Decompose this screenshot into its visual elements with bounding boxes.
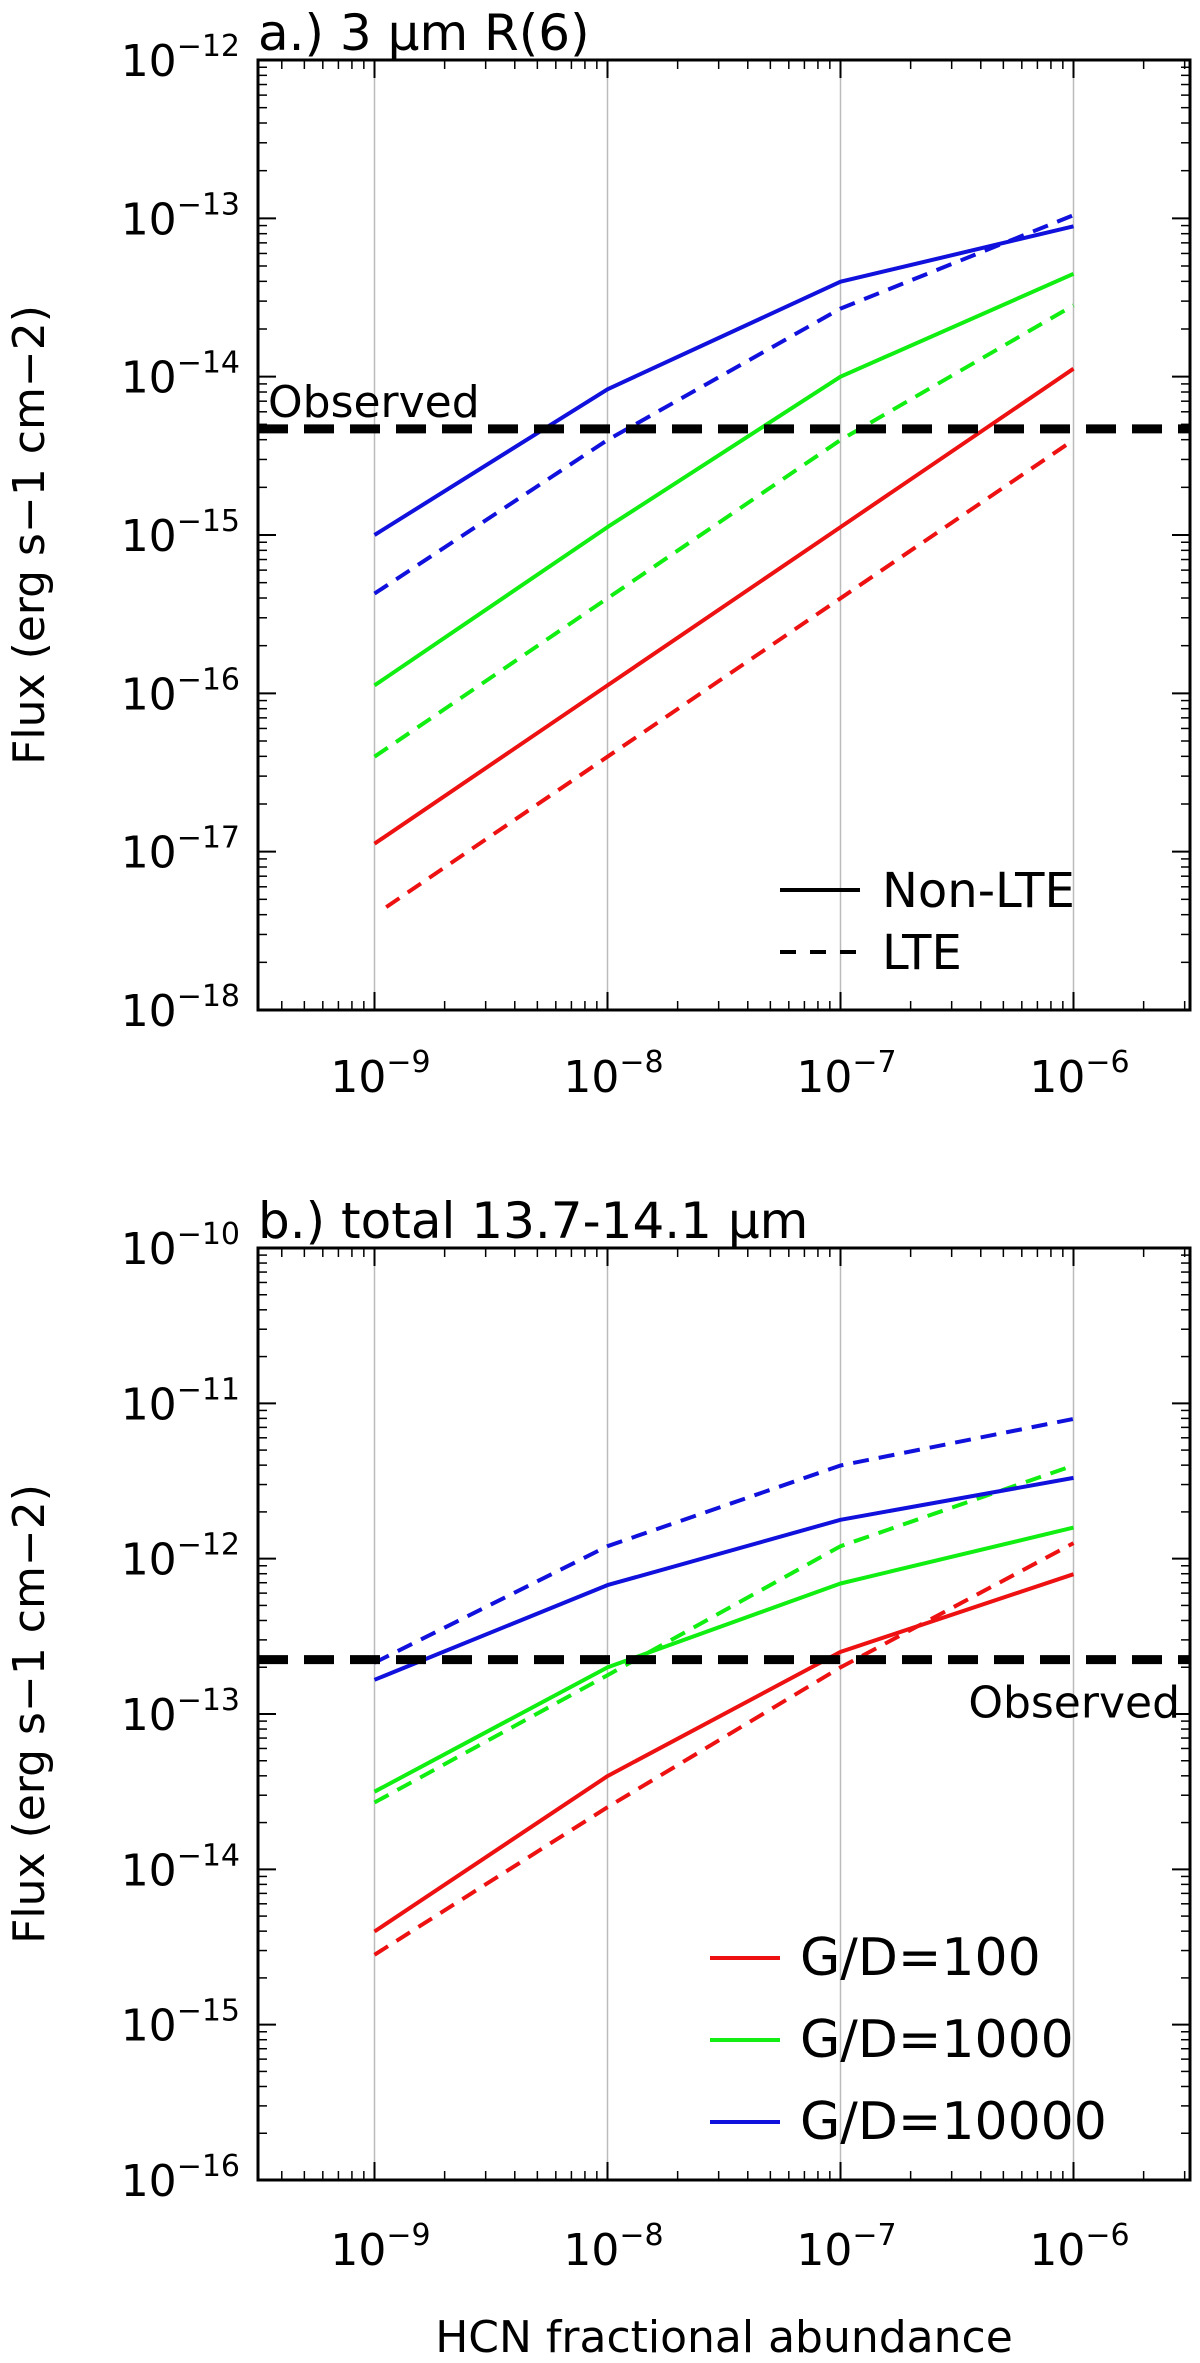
legend-label: G/D=100 [800,1928,1041,1988]
y-tick-label-base: 10 [121,1379,177,1430]
y-tick-label-base: 10 [121,511,177,562]
y-tick-label: 10−10 [121,1217,240,1275]
y-tick-label: 10−13 [121,1683,240,1741]
legend-label: G/D=1000 [800,2010,1074,2070]
y-tick-label: 10−13 [121,187,240,245]
y-tick-label-base: 10 [121,1224,177,1275]
series-line-g-d-1000-lte [373,303,1075,759]
series-line-g-d-100-non-lte [373,1572,1075,1934]
y-tick-label-exponent: −13 [177,187,240,222]
y-tick-label-base: 10 [121,669,177,720]
y-tick-label: 10−16 [121,662,240,720]
x-tick-label-base: 10 [1029,2225,1085,2276]
y-tick-label-exponent: −15 [177,1994,240,2029]
y-tick-label-base: 10 [121,36,177,87]
x-tick-label-base: 10 [563,2225,619,2276]
x-tick-label-exponent: −8 [619,1045,663,1080]
y-tick-label-exponent: −10 [177,1217,240,1252]
series-line-g-d-1000-non-lte [373,271,1075,688]
legend-label: G/D=10000 [800,2092,1107,2152]
x-tick-label: 10−8 [563,1045,663,1103]
series-line-g-d-10000-lte [373,213,1075,596]
series-line-g-d-100-lte [385,438,1075,909]
series-line-g-d-1000-non-lte [373,1525,1074,1794]
y-tick-label: 10−14 [121,346,240,404]
x-tick-label-base: 10 [796,2225,852,2276]
series-line-g-d-100-lte [373,1541,1075,1957]
x-axis-label: HCN fractional abundance [435,2312,1013,2363]
panel-title: b.) total 13.7-14.1 μm [258,1192,808,1250]
y-tick-label-exponent: −16 [177,2149,240,2184]
legend: Non-LTE LTE [780,863,1075,981]
y-tick-label-base: 10 [121,986,177,1037]
y-tick-label: 10−12 [121,1528,240,1586]
x-tick-label-base: 10 [1029,1052,1085,1103]
series-line-g-d-10000-non-lte [373,1475,1074,1682]
y-tick-label-exponent: −16 [177,662,240,697]
x-tick-label: 10−9 [330,1045,430,1103]
x-tick-label-base: 10 [796,1052,852,1103]
x-tick-label: 10−6 [1029,1045,1129,1103]
y-tick-label-exponent: −12 [177,29,240,64]
x-tick-label-base: 10 [330,2225,386,2276]
y-tick-label: 10−11 [121,1372,240,1430]
y-tick-label: 10−18 [121,979,240,1037]
x-tick-label-exponent: −7 [852,1045,896,1080]
legend: G/D=100 G/D=1000 G/D=10000 [710,1928,1107,2152]
x-tick-label: 10−7 [796,1045,896,1103]
series-line-g-d-100-non-lte [373,367,1075,846]
y-tick-label-exponent: −17 [177,821,240,856]
y-tick-label-exponent: −14 [177,346,240,381]
x-tick-label-exponent: −9 [386,2218,430,2253]
y-tick-label-base: 10 [121,2001,177,2052]
y-tick-label-exponent: −18 [177,979,240,1014]
y-tick-label-base: 10 [121,353,177,404]
y-tick-label-base: 10 [121,1845,177,1896]
series-line-g-d-10000-non-lte [373,224,1074,537]
y-tick-label: 10−17 [121,821,240,879]
y-tick-label-base: 10 [121,194,177,245]
x-tick-label: 10−9 [330,2218,430,2276]
series-line-g-d-10000-lte [373,1416,1074,1665]
y-tick-label-base: 10 [121,1690,177,1741]
series-line-g-d-1000-lte [373,1463,1075,1805]
x-tick-label: 10−8 [563,2218,663,2276]
y-tick-label: 10−15 [121,504,240,562]
observed-label: Observed [268,377,480,428]
x-tick-label: 10−7 [796,2218,896,2276]
y-axis-label: Flux (erg s−1 cm−2) [4,1484,55,1944]
y-tick-label-exponent: −11 [177,1372,240,1407]
x-tick-label-exponent: −7 [852,2218,896,2253]
x-tick-label-exponent: −8 [619,2218,663,2253]
y-axis-label: Flux (erg s−1 cm−2) [4,305,55,765]
panel-title: a.) 3 μm R(6) [258,4,590,62]
x-tick-label-exponent: −6 [1085,1045,1129,1080]
x-tick-label-base: 10 [563,1052,619,1103]
y-tick-label: 10−16 [121,2149,240,2207]
y-tick-label: 10−14 [121,1838,240,1896]
y-tick-label-exponent: −12 [177,1528,240,1563]
legend-label: Non-LTE [882,863,1075,919]
x-tick-label-exponent: −9 [386,1045,430,1080]
y-tick-label-exponent: −13 [177,1683,240,1718]
y-tick-label-base: 10 [121,2156,177,2207]
observed-label: Observed [968,1678,1180,1729]
x-tick-label-base: 10 [330,1052,386,1103]
x-tick-label-exponent: −6 [1085,2218,1129,2253]
y-tick-label-base: 10 [121,828,177,879]
x-tick-label: 10−6 [1029,2218,1129,2276]
legend-label: LTE [882,925,962,981]
y-tick-label-exponent: −15 [177,504,240,539]
y-tick-label-base: 10 [121,1535,177,1586]
y-tick-label: 10−15 [121,1994,240,2052]
y-tick-label: 10−12 [121,29,240,87]
y-tick-label-exponent: −14 [177,1838,240,1873]
